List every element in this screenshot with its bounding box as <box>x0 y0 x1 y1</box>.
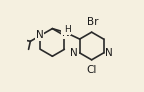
Text: N: N <box>70 48 78 58</box>
Text: N: N <box>36 30 44 40</box>
Text: N: N <box>105 48 113 58</box>
Text: N: N <box>62 28 69 38</box>
Text: Br: Br <box>87 17 98 27</box>
Text: H: H <box>64 25 70 34</box>
Text: Cl: Cl <box>86 65 97 75</box>
